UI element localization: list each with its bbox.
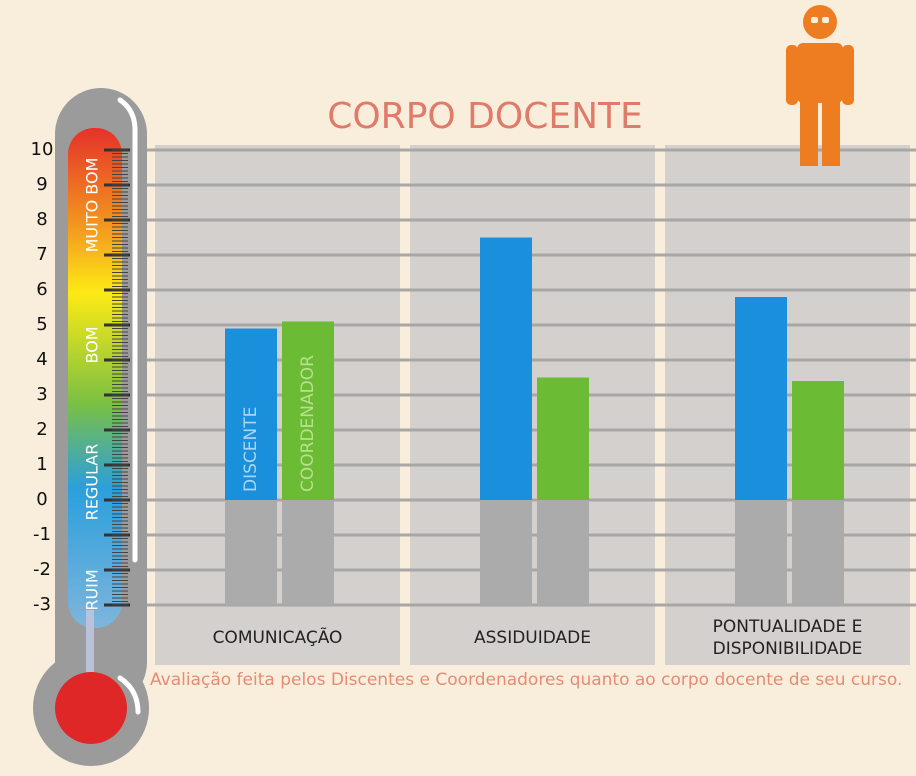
bar	[282, 321, 334, 500]
scale-label: MUITO BOM	[83, 158, 102, 253]
legend-label: COORDENADOR	[298, 355, 318, 492]
y-tick-label: 2	[36, 419, 47, 440]
negative-background	[480, 500, 532, 605]
scale-label: BOM	[83, 326, 102, 363]
y-tick-label: 5	[36, 314, 47, 335]
scale-label: RUIM	[83, 569, 102, 610]
column-background	[410, 145, 655, 665]
bar	[537, 377, 589, 500]
bar	[480, 237, 532, 500]
y-tick-label: -1	[33, 524, 51, 545]
y-tick-label: 9	[36, 174, 47, 195]
y-tick-label: 3	[36, 384, 47, 405]
y-tick-label: 0	[36, 489, 47, 510]
chart-title: CORPO DOCENTE	[327, 96, 643, 137]
column-background	[665, 145, 910, 665]
negative-background	[792, 500, 844, 605]
y-tick-label: -2	[33, 559, 51, 580]
negative-background	[282, 500, 334, 605]
y-tick-label: 4	[36, 349, 47, 370]
y-tick-label: 1	[36, 454, 47, 475]
column-background	[155, 145, 400, 665]
bar	[225, 328, 277, 500]
footnote: Avaliação feita pelos Discentes e Coorde…	[150, 670, 903, 690]
x-tick-label: PONTUALIDADE E DISPONIBILIDADE	[712, 617, 863, 659]
negative-background	[537, 500, 589, 605]
y-tick-label: -3	[33, 594, 51, 615]
bar	[792, 381, 844, 500]
bar	[735, 297, 787, 500]
x-tick-label: COMUNICAÇÃO	[212, 628, 343, 648]
x-tick-label: ASSIDUIDADE	[473, 628, 592, 648]
y-tick-label: 10	[31, 139, 54, 160]
negative-background	[735, 500, 787, 605]
y-tick-label: 8	[36, 209, 47, 230]
legend-label: DISCENTE	[241, 407, 261, 492]
person-icon	[786, 5, 854, 166]
scale-label: REGULAR	[83, 444, 102, 521]
plot-area	[120, 145, 916, 665]
scale-labels: RUIM REGULAR BOM MUITO BOM	[83, 158, 102, 611]
y-tick-label: 6	[36, 279, 47, 300]
negative-background	[225, 500, 277, 605]
y-tick-label: 7	[36, 244, 47, 265]
